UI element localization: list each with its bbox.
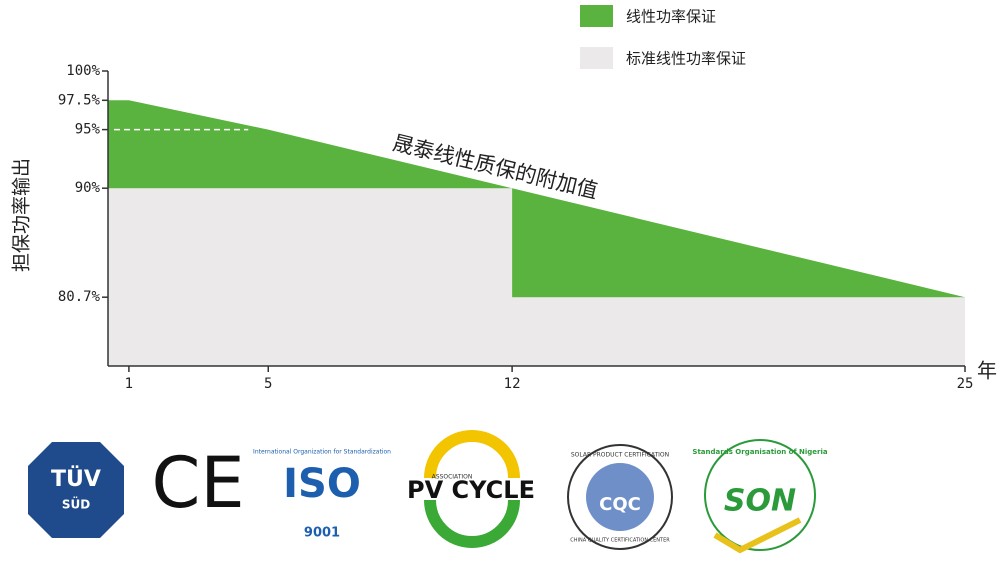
y-tick-label: 100%	[66, 63, 100, 79]
x-tick-label: 1	[125, 376, 133, 392]
legend-swatch	[580, 5, 613, 27]
son-check	[713, 517, 802, 554]
x-tick-label: 5	[264, 376, 272, 392]
y-axis-label: 担保功率输出	[11, 158, 33, 272]
logo-text: ISO	[283, 461, 361, 507]
logos: TÜV SÜD CE ISO International Organizatio…	[28, 430, 828, 554]
logo-text: Standards Organisation of Nigeria	[692, 448, 827, 456]
y-tick-label: 95%	[75, 122, 101, 138]
logo-text: SON	[724, 484, 796, 519]
logo-text: PV CYCLE	[407, 476, 535, 504]
pv-arc	[424, 499, 520, 548]
logo-text: CE	[151, 442, 244, 524]
x-tick-label: 25	[957, 376, 974, 392]
logo-text: 9001	[304, 526, 340, 541]
standard-area	[108, 188, 965, 366]
tuv-logo	[28, 442, 124, 538]
plot: 100%97.5%95%90%80.7%1 5 12 25晟泰线性质保的附加值线性功率…	[58, 5, 974, 392]
logo-text: International Organization for Standardi…	[253, 449, 391, 456]
legend-swatch	[580, 47, 613, 69]
son-logo	[704, 439, 816, 551]
y-tick-label: 97.5%	[58, 92, 101, 108]
y-tick-label: 90%	[75, 180, 101, 196]
x-tick-label: 12	[504, 376, 521, 392]
linear-area	[108, 100, 965, 298]
legend-label: 标准线性功率保证	[626, 50, 746, 68]
logo-text: CQC	[599, 494, 641, 515]
legend-label: 线性功率保证	[626, 8, 716, 26]
y-tick-label: 80.7%	[58, 289, 101, 305]
x-axis-label: 年	[977, 359, 997, 383]
logo-text: SOLAR PRODUCT CERTIFICATION	[571, 452, 669, 459]
logo-text: ASSOCIATION	[432, 474, 473, 481]
cqc-inner	[586, 463, 654, 531]
logo-text: CHINA QUALITY CERTIFICATION CENTER	[570, 538, 670, 544]
logo-text: TÜV	[51, 466, 101, 492]
logo-text: SÜD	[62, 497, 90, 512]
pv-arc	[424, 430, 520, 479]
